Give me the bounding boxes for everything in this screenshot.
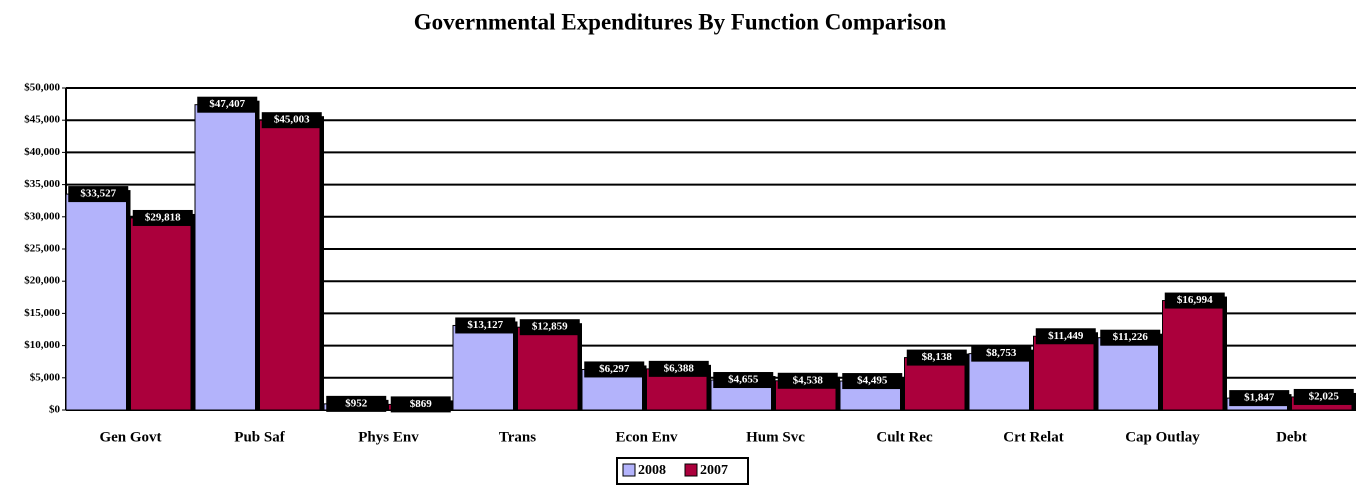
y-tick-label: $25,000 (24, 243, 60, 255)
value-label-box (713, 372, 774, 389)
value-label: $952 (345, 397, 368, 409)
y-tick-label: $40,000 (24, 146, 60, 158)
x-tick-label: Phys Env (358, 429, 419, 445)
value-label: $2,025 (1309, 390, 1340, 402)
value-label: $13,127 (467, 319, 503, 331)
value-label: $4,655 (728, 374, 759, 386)
value-label: $45,003 (274, 114, 310, 126)
x-tick-label: Crt Relat (1003, 429, 1063, 445)
x-tick-label: Hum Svc (746, 429, 805, 445)
legend-swatch (684, 463, 698, 477)
value-label-box (197, 96, 258, 113)
value-label: $12,859 (532, 321, 568, 333)
value-label: $33,527 (80, 188, 116, 200)
value-label-box (132, 209, 193, 226)
value-label-box (1035, 328, 1096, 345)
chart-title: Governmental Expenditures By Function Co… (414, 9, 947, 34)
y-tick-label: $5,000 (30, 371, 61, 383)
value-label-box (906, 349, 967, 366)
value-label-box (326, 395, 387, 412)
y-tick-label: $10,000 (24, 339, 60, 351)
x-tick-label: Debt (1276, 429, 1307, 445)
value-label: $11,449 (1048, 330, 1084, 342)
value-label-box (584, 361, 645, 378)
value-label: $6,297 (599, 363, 630, 375)
value-label: $29,818 (145, 212, 181, 224)
value-label-box (842, 373, 903, 390)
x-tick-label: Cap Outlay (1125, 429, 1200, 445)
y-tick-label: $50,000 (24, 82, 60, 94)
legend-label: 2008 (638, 463, 666, 478)
value-label-box (648, 360, 709, 377)
value-label: $869 (410, 398, 433, 410)
value-label: $8,753 (986, 347, 1017, 359)
bar (1097, 337, 1159, 411)
value-label-box (519, 319, 580, 336)
value-label: $11,226 (1113, 331, 1149, 343)
bar (517, 326, 579, 411)
value-label-box (455, 317, 516, 334)
y-tick-label: $45,000 (24, 114, 60, 126)
legend-swatch (622, 463, 636, 477)
bar (130, 217, 192, 411)
bar (1162, 300, 1224, 411)
legend-box (616, 457, 749, 485)
value-label-box (1100, 329, 1161, 346)
value-label-box (68, 186, 129, 203)
bar (904, 357, 966, 411)
bar (968, 353, 1030, 411)
bar (1033, 335, 1095, 411)
value-label: $8,138 (922, 351, 953, 363)
value-label: $47,407 (209, 98, 245, 110)
x-tick-label: Pub Saf (234, 429, 285, 445)
value-label: $4,538 (793, 374, 824, 386)
value-label: $6,388 (664, 362, 695, 374)
value-label-box (390, 396, 451, 413)
bar (452, 324, 514, 411)
value-label: $1,847 (1244, 392, 1275, 404)
value-label: $16,994 (1177, 294, 1213, 306)
x-tick-label: Trans (499, 429, 536, 445)
y-tick-label: $15,000 (24, 307, 60, 319)
value-label-box (261, 112, 322, 129)
bar (194, 104, 256, 411)
y-tick-label: $0 (49, 404, 61, 416)
bar (259, 119, 321, 411)
x-tick-label: Gen Govt (99, 429, 161, 445)
value-label-box (971, 345, 1032, 362)
legend-label: 2007 (700, 463, 728, 478)
bar (65, 193, 127, 411)
value-label: $4,495 (857, 375, 888, 387)
x-tick-label: Econ Env (615, 429, 678, 445)
value-label-box (1229, 390, 1290, 407)
value-label-box (777, 372, 838, 389)
y-tick-label: $30,000 (24, 210, 60, 222)
x-tick-label: Cult Rec (876, 429, 933, 445)
value-label-box (1164, 292, 1225, 309)
y-tick-label: $20,000 (24, 275, 60, 287)
y-tick-label: $35,000 (24, 178, 60, 190)
value-label-box (1293, 388, 1354, 405)
